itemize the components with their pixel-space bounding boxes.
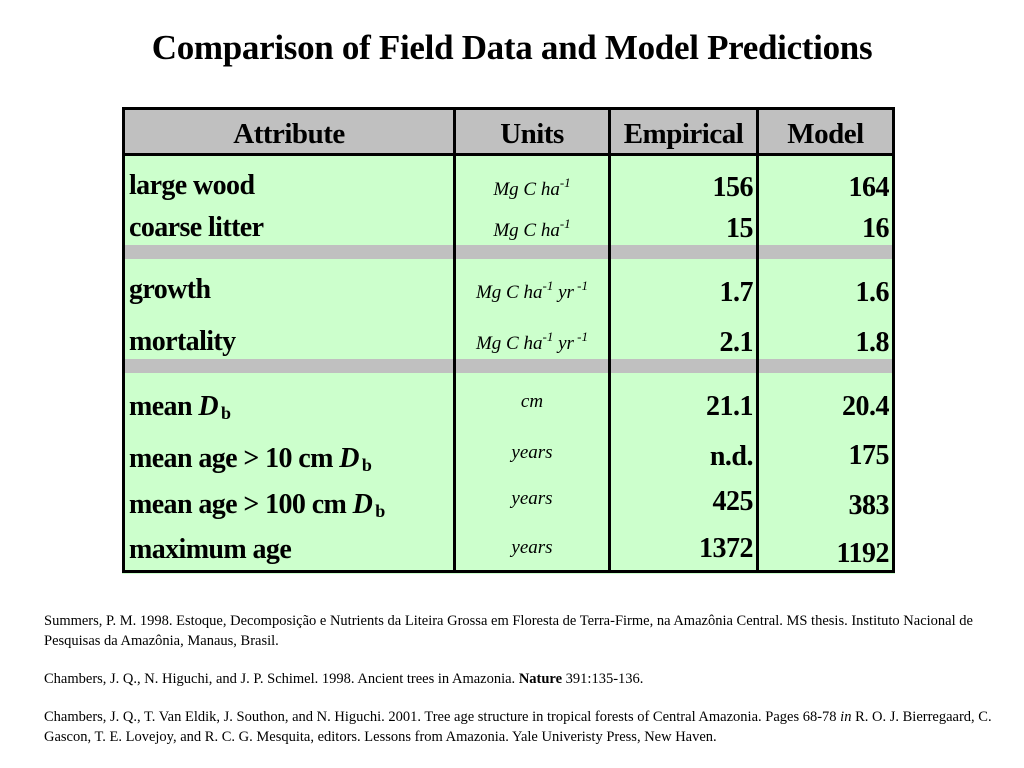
model-value: 383 [848,490,890,521]
header-attribute: Attribute [233,118,345,150]
column-divider [122,107,125,573]
unit-cell: cm [520,391,544,412]
header-empirical: Empirical [623,118,744,150]
model-value: 16 [862,213,890,244]
empirical-value: n.d. [709,441,754,472]
attr-large-wood: large wood [129,170,255,201]
unit-cell: years [511,537,553,558]
attr-growth: growth [129,274,211,305]
column-divider [756,107,759,573]
unit-cell: Mg C ha-1 [493,175,571,200]
empirical-value: 425 [712,486,754,517]
slide-title: Comparison of Field Data and Model Predi… [151,28,873,67]
model-value: 1.6 [855,277,890,308]
attr-maximum-age: maximum age [129,534,292,565]
unit-cell: years [511,442,553,463]
empirical-value: 156 [712,172,754,203]
comparison-table [122,107,895,574]
model-value: 20.4 [842,391,890,422]
references: Summers, P. M. 1998. Estoque, Decomposiç… [44,611,1014,765]
row-group-separator [122,245,895,259]
unit-cell: Mg C ha-1 [493,216,571,241]
unit-cell: years [511,488,553,509]
table-bottom-border [122,570,895,573]
column-divider [608,107,611,573]
model-value: 1192 [836,538,890,569]
header-divider [122,153,895,156]
column-divider [453,107,456,573]
attr-mortality: mortality [129,326,236,357]
model-value: 164 [848,172,890,203]
table-header-bar [122,107,895,155]
empirical-value: 15 [726,213,754,244]
row-group-separator [122,359,895,373]
empirical-value: 2.1 [719,327,754,358]
empirical-value: 1.7 [719,277,754,308]
header-model: Model [787,118,864,150]
model-value: 1.8 [855,327,890,358]
reference-chambers-1998: Chambers, J. Q., N. Higuchi, and J. P. S… [44,671,644,687]
reference-summers: Summers, P. M. 1998. Estoque, Decomposiç… [44,613,973,649]
column-divider [892,107,895,573]
unit-cell: Mg C ha-1 yr -1 [475,278,588,303]
reference-chambers-2001: Chambers, J. Q., T. Van Eldik, J. Southo… [44,709,992,745]
empirical-value: 1372 [699,533,754,564]
header-units: Units [500,118,564,150]
unit-cell: Mg C ha-1 yr -1 [475,329,588,354]
model-value: 175 [848,440,890,471]
attr-coarse-litter: coarse litter [129,212,264,243]
empirical-value: 21.1 [706,391,754,422]
